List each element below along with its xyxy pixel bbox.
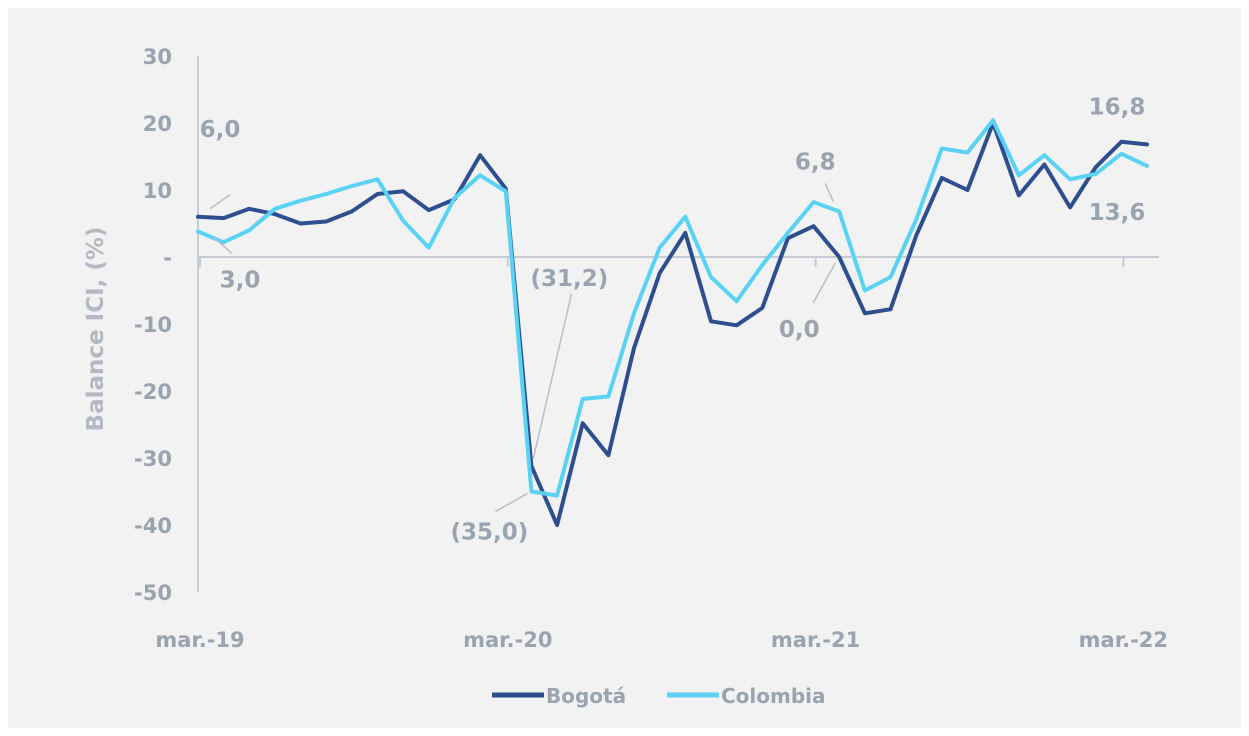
- y-tick-label: -50: [134, 581, 172, 605]
- x-tick-label: mar.-19: [155, 628, 244, 652]
- y-tick-label: 30: [143, 45, 172, 69]
- y-tick-label: -20: [134, 380, 172, 404]
- data-label: (31,2): [531, 266, 609, 292]
- data-label: 16,8: [1089, 94, 1146, 120]
- series-line-colombia: [196, 118, 1149, 498]
- annotation-leader: [209, 194, 231, 210]
- data-label: 6,0: [200, 117, 241, 143]
- x-tick-label: mar.-20: [463, 628, 552, 652]
- legend: Bogotá Colombia: [492, 684, 826, 708]
- annotation-leader: [824, 183, 834, 202]
- data-label: 13,6: [1089, 200, 1146, 226]
- x-tick-label: mar.-22: [1079, 628, 1168, 652]
- annotation-leader: [213, 236, 233, 255]
- y-tick-label: -40: [134, 514, 172, 538]
- chart-frame: [8, 8, 1241, 728]
- y-tick-label: 10: [143, 179, 172, 203]
- annotation-leader: [495, 492, 528, 513]
- y-tick-label: -10: [134, 313, 172, 337]
- data-label: (35,0): [451, 520, 529, 546]
- y-axis-label: Balance ICI, (%): [83, 227, 109, 432]
- annotation-leader: [812, 262, 836, 304]
- data-label: 3,0: [220, 268, 261, 294]
- y-tick-label: -: [163, 246, 172, 270]
- x-tick-label: mar.-21: [771, 628, 860, 652]
- data-label: 6,8: [795, 149, 836, 175]
- legend-label-bogota: Bogotá: [546, 684, 626, 708]
- data-label: 0,0: [779, 317, 820, 343]
- annotation-leader: [532, 293, 573, 459]
- y-tick-label: -30: [134, 447, 172, 471]
- y-tick-label: 20: [143, 112, 172, 136]
- legend-label-colombia: Colombia: [721, 684, 826, 708]
- series-line-bogota: [196, 121, 1149, 527]
